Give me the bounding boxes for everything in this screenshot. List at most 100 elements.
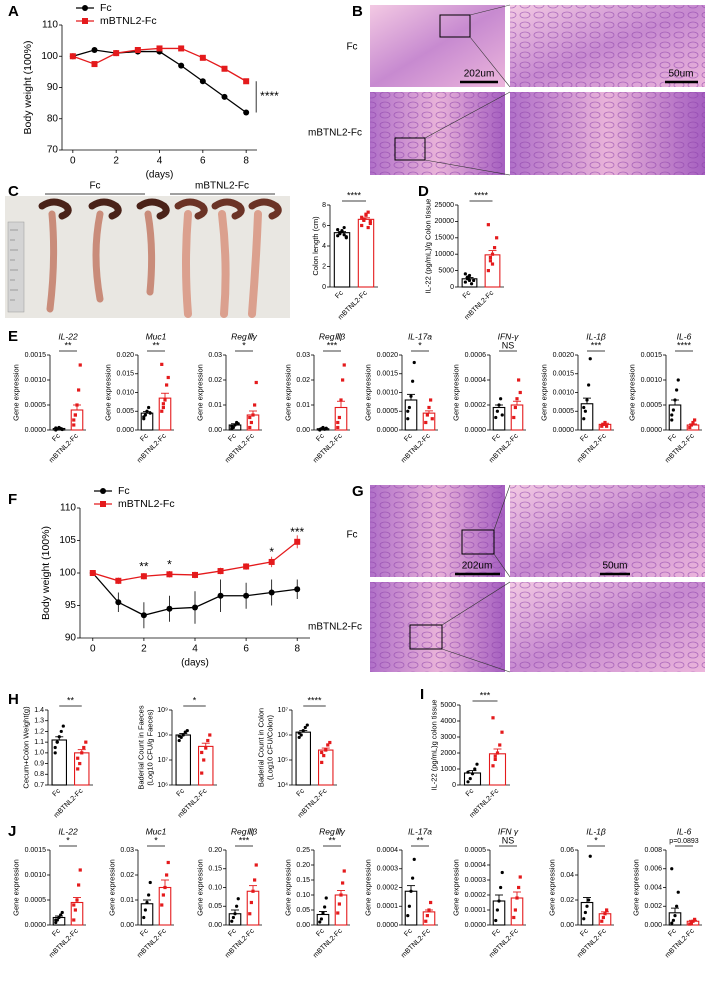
y-tick-label: 0.0015 <box>377 371 399 378</box>
data-point <box>72 423 76 427</box>
data-point <box>217 568 224 575</box>
data-point <box>160 409 164 413</box>
data-point <box>339 893 343 897</box>
data-point <box>670 921 674 925</box>
data-point <box>601 422 605 426</box>
histology-g <box>370 484 705 673</box>
data-point <box>470 772 475 776</box>
scale-bar-label: 50um <box>602 561 627 572</box>
significance: ** <box>416 835 424 845</box>
data-point <box>582 405 586 410</box>
data-point <box>326 743 330 747</box>
data-point <box>321 911 325 915</box>
data-point <box>497 403 501 407</box>
data-point <box>177 738 181 743</box>
y-tick-label: 0.0000 <box>553 427 575 434</box>
data-point <box>185 728 189 733</box>
panel-letter: B <box>352 3 363 20</box>
data-point <box>322 753 326 758</box>
significance: **** <box>307 695 322 705</box>
y-axis-label: Gene expression <box>547 859 556 916</box>
y-tick-label: 1.0 <box>34 750 44 757</box>
data-point <box>147 893 151 897</box>
bar <box>333 232 351 288</box>
y-axis-label: Baderial Count in Faeces <box>136 705 145 789</box>
data-point <box>488 259 493 263</box>
y-tick-label: 0.0005 <box>25 402 47 409</box>
x-tick-label: 2 <box>141 644 147 655</box>
x-tick-label: Fc <box>176 787 187 798</box>
data-point <box>140 612 147 619</box>
group-label: Fc <box>89 181 100 192</box>
x-tick-label: Fc <box>139 432 150 443</box>
data-point <box>323 905 327 909</box>
data-point <box>468 777 472 781</box>
data-point <box>73 908 77 912</box>
data-point <box>601 915 605 920</box>
y-tick-label: 0.00 <box>208 922 222 929</box>
y-tick-label: 0 <box>450 284 454 291</box>
data-point <box>145 900 149 905</box>
data-point <box>676 890 680 894</box>
panel-title: Muc1 <box>146 331 167 341</box>
data-point <box>301 728 305 733</box>
x-tick-label: 0 <box>90 644 96 655</box>
x-tick-label: Fc <box>491 927 502 938</box>
panel-letter: I <box>420 686 424 703</box>
x-tick-label: Fc <box>51 432 62 443</box>
data-point <box>248 912 252 916</box>
data-point <box>236 422 240 426</box>
panel-title: IL-6 <box>677 826 692 836</box>
y-tick-label: 90 <box>47 82 59 93</box>
x-tick-label: Fc <box>667 432 678 443</box>
bar <box>228 913 242 926</box>
y-tick-label: 0.0002 <box>377 884 399 891</box>
data-point <box>673 398 677 402</box>
data-point <box>486 269 490 273</box>
data-point <box>499 397 503 401</box>
legend-label: Fc <box>100 2 112 14</box>
y-tick-label: 0.04 <box>560 872 574 879</box>
significance: *** <box>239 835 250 845</box>
y-tick-label: 1.2 <box>34 728 44 735</box>
y-tick-label: 0.000 <box>116 427 134 434</box>
data-point <box>165 383 169 387</box>
significance: NS <box>502 835 515 845</box>
significance: NS <box>502 340 515 350</box>
y-tick-label: 0.00 <box>296 427 310 434</box>
significance: * <box>594 835 598 845</box>
data-point <box>142 415 146 419</box>
x-tick-label: 4 <box>192 644 198 655</box>
panel-title: RegⅢβ <box>231 826 257 836</box>
y-axis-label: Gene expression <box>107 859 116 916</box>
data-point <box>161 402 165 406</box>
y-tick-label: 70 <box>47 145 59 156</box>
data-point <box>72 418 76 422</box>
data-point <box>299 733 303 737</box>
data-point <box>671 408 675 412</box>
y-axis-label: Gene expression <box>540 364 549 421</box>
data-point <box>54 920 58 925</box>
data-point <box>320 760 324 765</box>
data-point <box>605 908 609 912</box>
data-point <box>231 915 235 920</box>
y-tick-label: 10⁷ <box>158 757 169 764</box>
data-point <box>362 217 366 221</box>
y-axis-label: Gene expression <box>364 859 373 916</box>
data-point <box>368 221 372 226</box>
data-point <box>145 409 149 413</box>
data-point <box>517 885 521 890</box>
data-point <box>689 921 693 925</box>
y-axis-label: Body weight (100%) <box>22 41 34 135</box>
data-point <box>495 751 500 755</box>
x-tick-label: Fc <box>139 927 150 938</box>
data-point <box>467 278 472 283</box>
bar <box>488 753 507 786</box>
bar <box>316 913 330 926</box>
y-tick-label: 0.02 <box>296 377 310 384</box>
data-point <box>366 210 370 214</box>
x-tick-label: Fc <box>667 927 678 938</box>
x-axis-label: (days) <box>146 170 174 181</box>
data-point <box>515 397 519 401</box>
data-point <box>344 235 348 239</box>
